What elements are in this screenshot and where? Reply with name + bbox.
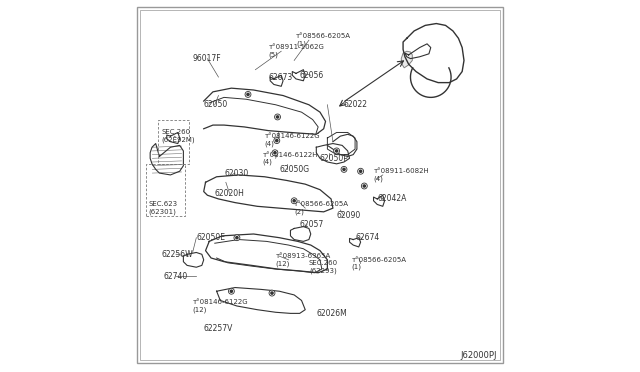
Circle shape (271, 292, 273, 294)
Text: 62257V: 62257V (204, 324, 233, 333)
Circle shape (228, 288, 234, 294)
Text: SEC.260
(62293): SEC.260 (62293) (309, 260, 338, 274)
Circle shape (269, 290, 275, 296)
Circle shape (234, 235, 240, 241)
Circle shape (272, 150, 278, 156)
Circle shape (293, 200, 295, 202)
Text: т°08911-6082H
(4): т°08911-6082H (4) (374, 168, 429, 182)
Circle shape (333, 148, 340, 154)
Text: 62740: 62740 (163, 272, 188, 281)
Text: 62050P: 62050P (320, 154, 349, 163)
Circle shape (247, 93, 249, 96)
Text: SEC.260
(62E92M): SEC.260 (62E92M) (161, 129, 195, 143)
Text: 62256W: 62256W (161, 250, 193, 259)
Circle shape (363, 185, 365, 187)
Circle shape (341, 166, 347, 172)
Text: 62673: 62673 (268, 73, 292, 81)
Circle shape (335, 150, 338, 152)
Circle shape (275, 114, 280, 120)
Text: т°08146-6122G
(12): т°08146-6122G (12) (193, 299, 248, 313)
Text: т°08566-6205A
(1): т°08566-6205A (1) (296, 33, 351, 47)
Text: 62030: 62030 (224, 169, 248, 177)
Circle shape (230, 290, 232, 292)
Circle shape (274, 152, 276, 154)
Text: т°08566-6205A
(1): т°08566-6205A (1) (351, 257, 406, 270)
Text: 62057: 62057 (300, 220, 324, 229)
Text: J62000PJ: J62000PJ (460, 351, 497, 360)
Text: т°08566-6205A
(2): т°08566-6205A (2) (294, 201, 349, 215)
Text: 62050: 62050 (204, 100, 228, 109)
Circle shape (276, 140, 278, 142)
Text: 96017F: 96017F (193, 54, 221, 63)
Text: 62050E: 62050E (196, 233, 225, 242)
Circle shape (276, 116, 278, 118)
Text: 62022: 62022 (344, 100, 368, 109)
Text: т°08911-1062G
(5): т°08911-1062G (5) (268, 45, 324, 58)
Circle shape (358, 168, 364, 174)
Circle shape (360, 170, 362, 172)
Polygon shape (401, 51, 412, 68)
Text: 62056: 62056 (300, 71, 324, 80)
Circle shape (291, 198, 297, 204)
Text: т°08913-6365A
(12): т°08913-6365A (12) (276, 253, 331, 267)
Circle shape (245, 92, 251, 97)
Circle shape (236, 237, 238, 239)
Text: 62020H: 62020H (215, 189, 244, 198)
Text: 62674: 62674 (355, 233, 380, 242)
Circle shape (274, 138, 280, 144)
Text: 62090: 62090 (337, 211, 361, 220)
Text: 62026M: 62026M (316, 309, 347, 318)
Text: 62042A: 62042A (377, 195, 406, 203)
Circle shape (343, 168, 345, 170)
Text: т°08146-6122G
(4): т°08146-6122G (4) (264, 133, 320, 147)
Text: т°08146-6122H
(4): т°08146-6122H (4) (263, 151, 318, 165)
Text: 62050G: 62050G (280, 165, 310, 174)
Text: SEC.623
(62301): SEC.623 (62301) (148, 201, 177, 215)
Circle shape (362, 183, 367, 189)
